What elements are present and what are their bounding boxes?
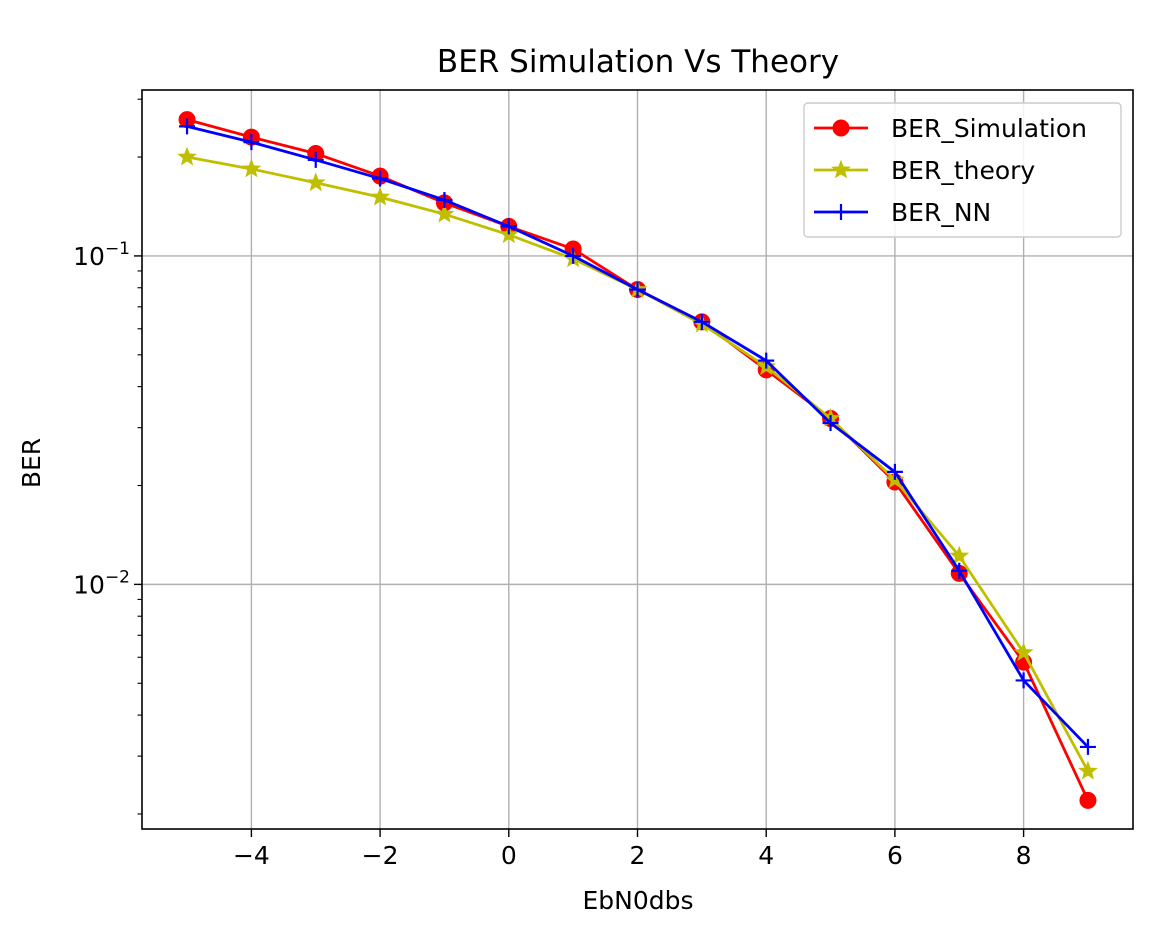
x-tick-label: 6 — [887, 841, 903, 870]
data-point-ber-simulation — [1079, 791, 1097, 809]
legend-label-ber-nn: BER_NN — [891, 198, 991, 227]
legend-frame — [803, 102, 1122, 238]
y-tick-exponent: −2 — [105, 567, 130, 587]
series-layer — [177, 111, 1098, 809]
data-point-ber-theory — [1013, 642, 1034, 662]
data-point-ber-theory — [434, 203, 455, 223]
data-point-ber-nn — [693, 313, 710, 330]
y-tick-exponent: −1 — [105, 239, 130, 259]
legend-swatch-marker-ber-nn — [833, 204, 849, 220]
y-tick-label: 10−1 — [73, 239, 130, 271]
data-point-ber-nn — [822, 414, 839, 431]
data-point-ber-nn — [372, 170, 389, 187]
x-axis-label: EbN0dbs — [582, 886, 693, 915]
y-axis-label: BER — [17, 438, 46, 488]
legend-items: BER_Simulation BER_theory BER_NN — [814, 114, 1087, 227]
legend-swatch-marker-ber-simulation — [832, 119, 850, 137]
legend-label-ber-theory: BER_theory — [891, 156, 1035, 185]
data-point-ber-theory — [177, 146, 197, 166]
x-tick-label: 2 — [630, 841, 646, 870]
data-point-ber-theory — [1078, 760, 1098, 780]
data-point-ber-nn — [179, 118, 196, 135]
x-tick-label: 0 — [501, 841, 517, 870]
x-tick-label: −2 — [362, 841, 399, 870]
data-point-ber-nn — [307, 151, 324, 168]
data-point-ber-nn — [1079, 738, 1096, 755]
data-point-ber-nn — [758, 352, 775, 369]
data-point-ber-theory — [370, 186, 391, 206]
data-point-ber-nn — [436, 191, 453, 208]
data-point-ber-theory — [305, 172, 326, 192]
data-point-ber-nn — [886, 463, 903, 480]
data-point-ber-nn — [243, 134, 260, 151]
data-point-ber-nn — [629, 281, 646, 298]
data-point-ber-nn — [500, 218, 517, 235]
data-point-ber-theory — [949, 545, 970, 565]
legend-swatch-marker-ber-theory — [831, 159, 851, 179]
y-tick-label: 10−2 — [73, 567, 130, 599]
y-tick-base: 10 — [73, 570, 105, 599]
chart-title: BER Simulation Vs Theory — [437, 44, 839, 80]
grid-layer — [142, 90, 1133, 829]
x-tick-label: −4 — [233, 841, 270, 870]
legend-label-ber-simulation: BER_Simulation — [891, 114, 1087, 143]
x-tick-label: 4 — [758, 841, 774, 870]
y-axis: 10−110−2 — [73, 98, 142, 815]
x-axis: −4 −2 0 2 4 6 8 — [233, 829, 1032, 870]
y-tick-base: 10 — [73, 242, 105, 271]
data-point-ber-nn — [1015, 672, 1032, 689]
data-point-ber-nn — [951, 562, 968, 579]
data-point-ber-nn — [565, 247, 582, 264]
legend: BER_Simulation BER_theory BER_NN — [803, 102, 1122, 238]
x-tick-label: 8 — [1016, 841, 1032, 870]
data-point-ber-theory — [241, 158, 262, 178]
